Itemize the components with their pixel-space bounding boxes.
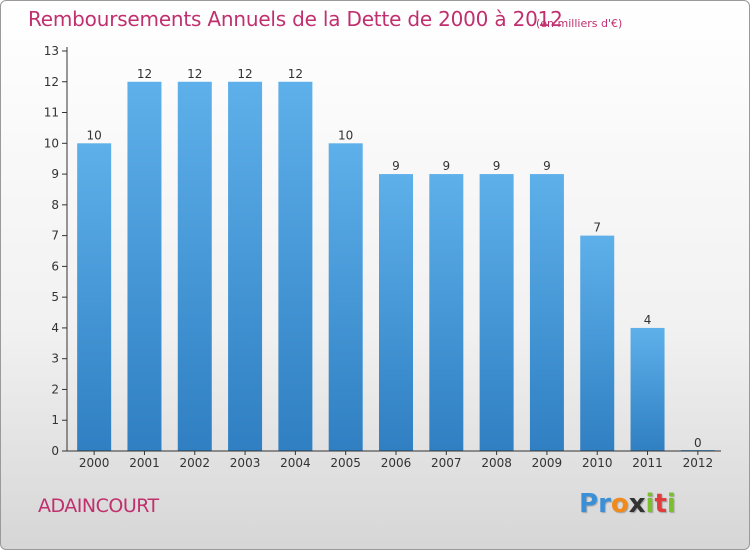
bar-value-label: 10 (338, 128, 353, 142)
y-tick-label: 4 (51, 321, 59, 335)
bar-value-label: 0 (694, 436, 702, 450)
logo-letter: i (666, 489, 676, 519)
y-tick-label: 8 (51, 198, 59, 212)
bar-value-label: 10 (87, 128, 102, 142)
bar (580, 235, 615, 451)
bar (479, 174, 514, 452)
proxiti-logo: Proxiti (579, 489, 676, 519)
bar-value-label: 12 (137, 67, 152, 81)
logo-letter: i (645, 489, 655, 519)
x-tick-label: 2011 (632, 456, 663, 470)
x-tick-label: 2004 (280, 456, 311, 470)
bar (127, 81, 162, 452)
y-tick-label: 2 (51, 382, 59, 396)
logo-letter: r (598, 489, 611, 519)
bar (177, 81, 212, 452)
bar-value-label: 12 (187, 67, 202, 81)
y-tick-label: 3 (51, 352, 59, 366)
commune-name: ADAINCOURT (38, 495, 159, 517)
bar (278, 81, 313, 452)
y-tick-label: 5 (51, 290, 59, 304)
x-tick-label: 2009 (532, 456, 563, 470)
bar-value-label: 12 (288, 67, 303, 81)
x-tick-label: 2012 (683, 456, 714, 470)
y-tick-label: 11 (44, 106, 59, 120)
y-tick-label: 7 (51, 229, 59, 243)
x-tick-label: 2010 (582, 456, 613, 470)
bar (379, 174, 413, 452)
bar (529, 174, 564, 452)
bar-value-label: 12 (237, 67, 252, 81)
logo-letter: o (610, 489, 629, 519)
bar (630, 327, 665, 451)
logo-letter: P (579, 489, 599, 519)
x-tick-label: 2003 (230, 456, 261, 470)
chart-unit: (en milliers d'€) (536, 17, 623, 30)
y-tick-label: 12 (44, 75, 59, 89)
x-tick-label: 2007 (431, 456, 462, 470)
bar-value-label: 4 (644, 313, 652, 327)
bar (77, 143, 112, 452)
bar-value-label: 7 (593, 221, 601, 235)
chart-title: Remboursements Annuels de la Dette de 20… (28, 7, 563, 31)
bar (228, 81, 263, 452)
y-tick-label: 0 (51, 444, 59, 458)
x-tick-label: 2000 (79, 456, 110, 470)
logo-letter: t (654, 489, 667, 519)
y-tick-label: 9 (51, 167, 59, 181)
bar (429, 174, 464, 452)
bar (328, 143, 363, 452)
x-tick-label: 2008 (481, 456, 512, 470)
logo-letter: x (628, 489, 646, 519)
x-tick-label: 2006 (381, 456, 412, 470)
x-tick-label: 2002 (179, 456, 210, 470)
x-tick-label: 2001 (129, 456, 160, 470)
y-tick-label: 10 (44, 136, 59, 150)
x-tick-label: 2005 (330, 456, 361, 470)
bars-group: 10 12 12 12 12 10 9 9 9 9 7 4 0 (77, 67, 715, 452)
bar-value-label: 9 (543, 159, 551, 173)
y-tick-label: 6 (51, 259, 59, 273)
y-tick-label: 1 (51, 413, 59, 427)
bar-value-label: 9 (392, 159, 400, 173)
bar-value-label: 9 (442, 159, 450, 173)
y-tick-label: 13 (44, 44, 59, 58)
bar-value-label: 9 (493, 159, 501, 173)
